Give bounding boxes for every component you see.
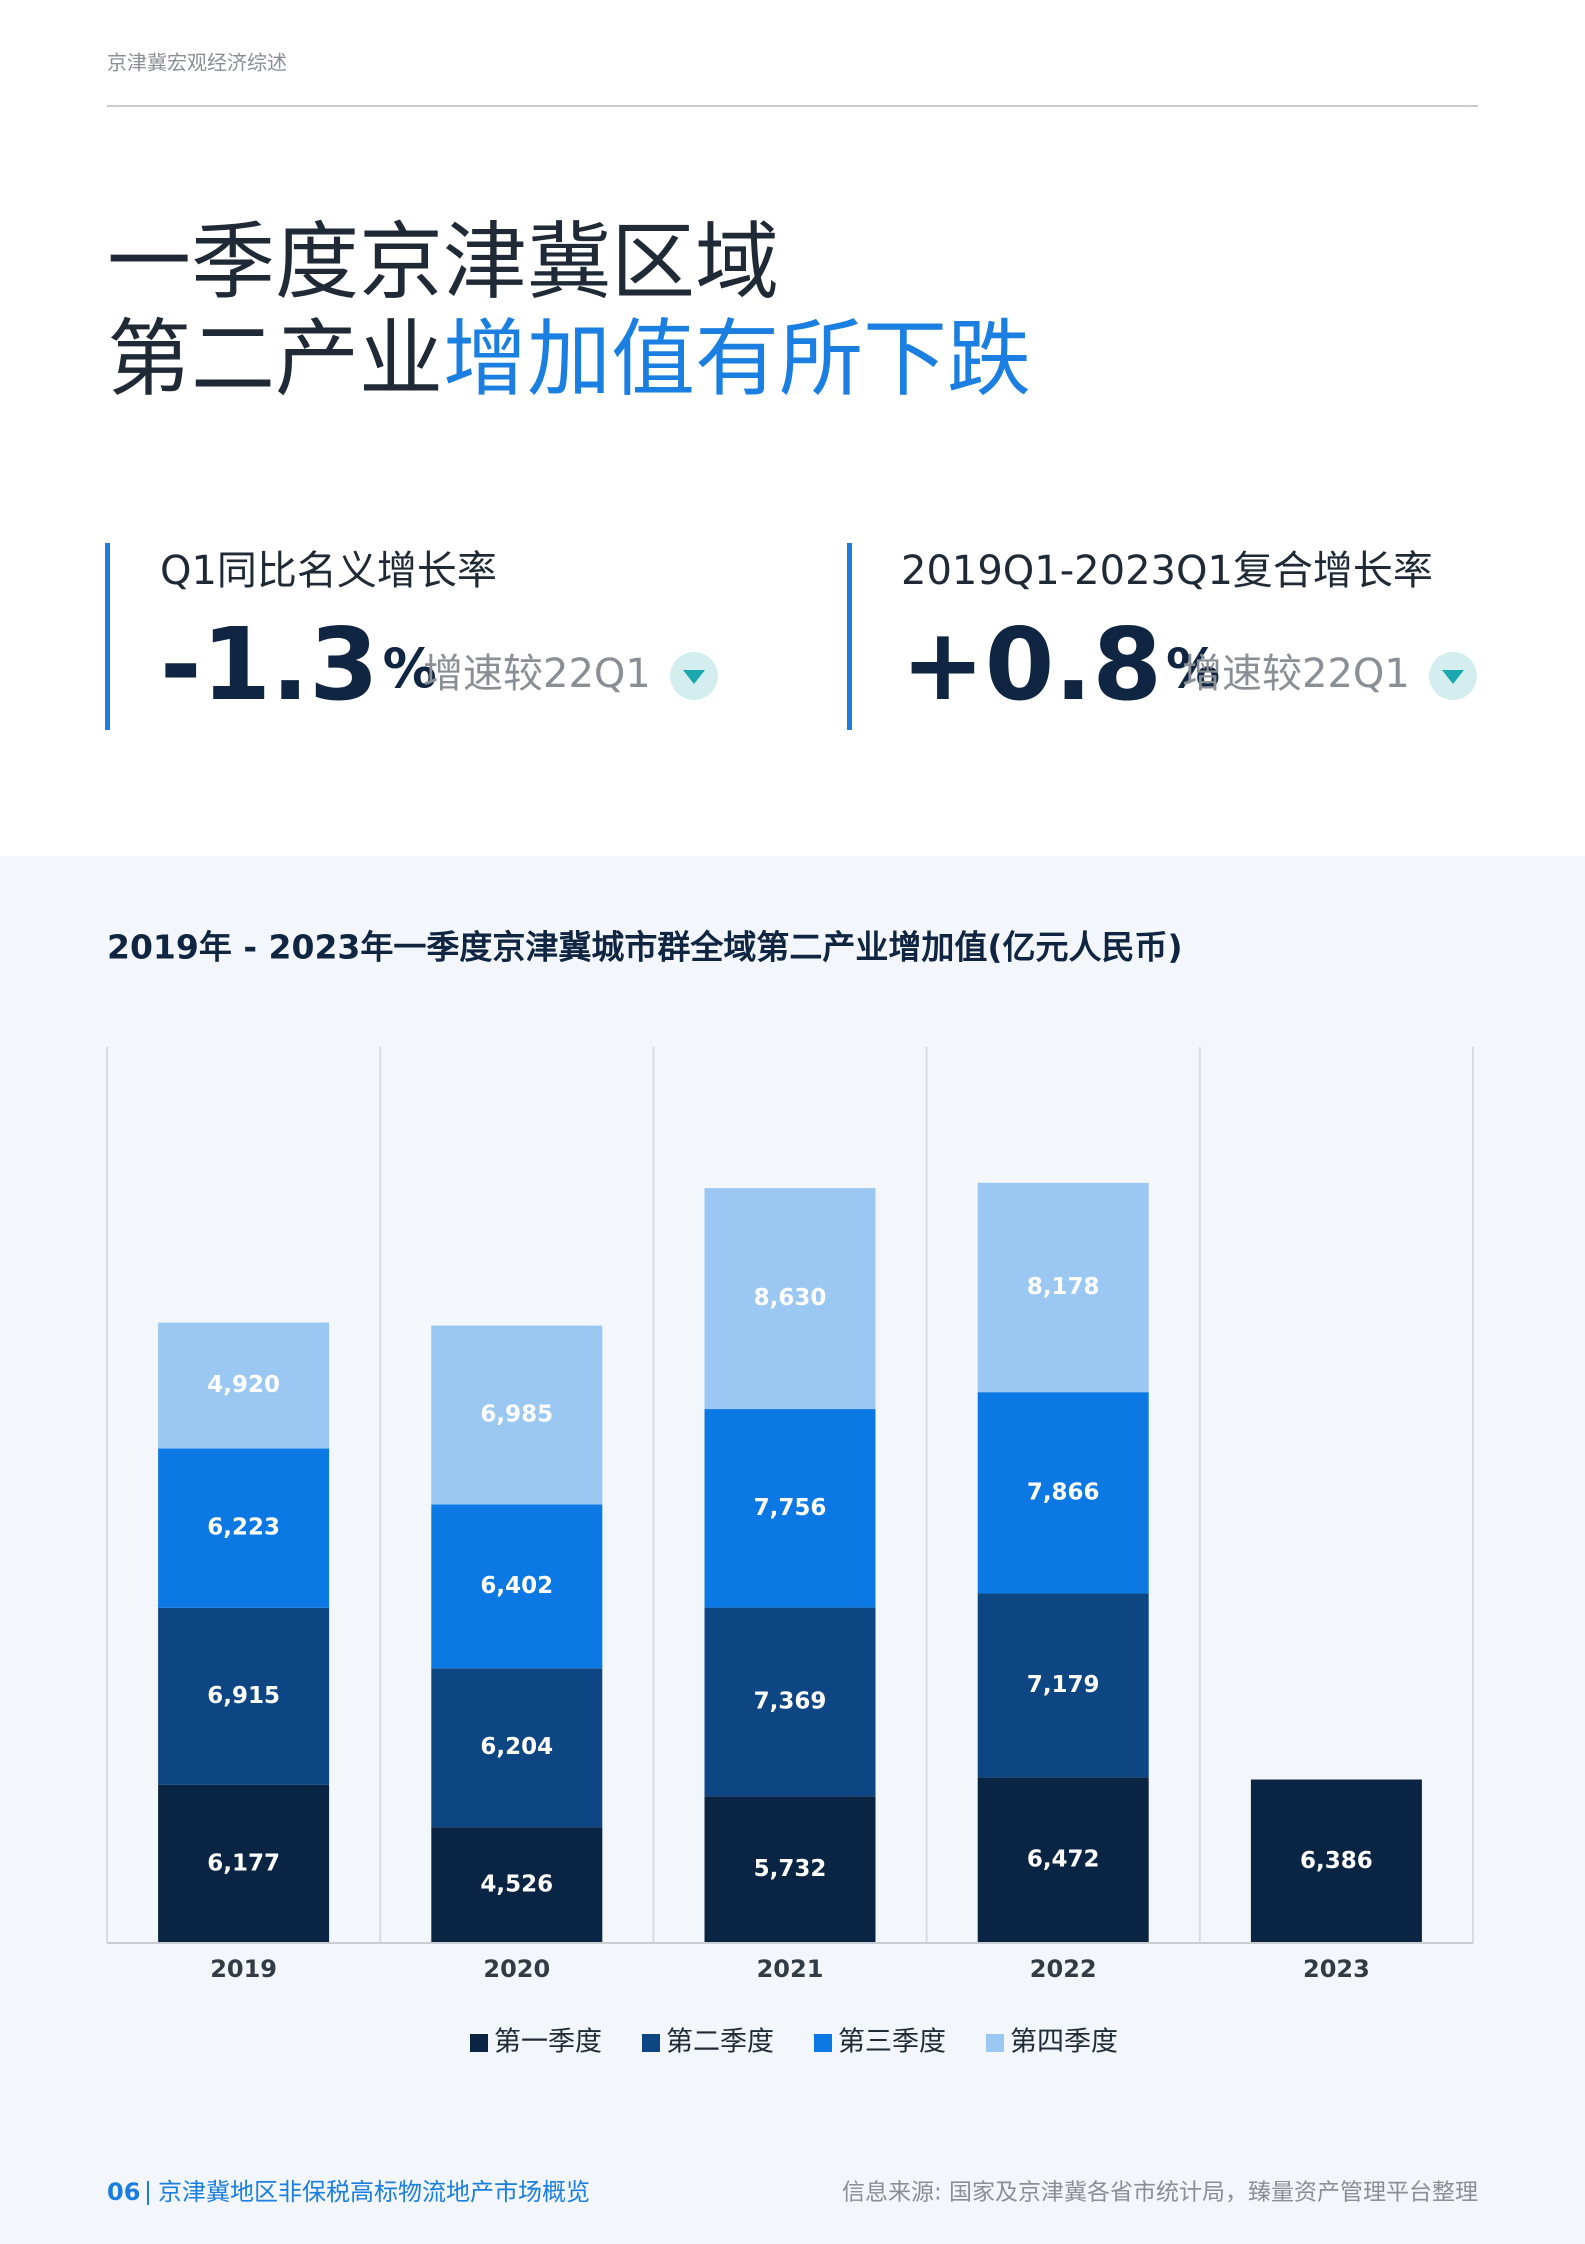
kpi-number: -1.3 <box>160 606 379 723</box>
data-label: 6,915 <box>207 1683 280 1709</box>
footer-source: 信息来源: 国家及京津冀各省市统计局，臻量资产管理平台整理 <box>842 2180 1478 2206</box>
footer-publication: 京津冀地区非保税高标物流地产市场概览 <box>158 2178 590 2206</box>
kpi-note: 增速较22Q1 <box>423 651 651 697</box>
data-label: 7,179 <box>1027 1672 1100 1698</box>
x-tick-label: 2019 <box>210 1955 277 1983</box>
kpi-number: +0.8 <box>901 606 1162 723</box>
chart: 6,177 6,915 6,223 4,920 2019 4,526 6,204 6,402 6… <box>106 1047 1474 2058</box>
x-tick-label: 2022 <box>1030 1955 1097 1983</box>
data-label: 6,204 <box>480 1734 553 1760</box>
kpi-label: 2019Q1-2023Q1复合增长率 <box>901 548 1433 594</box>
kpi-unit: % <box>1166 637 1220 700</box>
header-section: 京津冀宏观经济综述 <box>107 51 287 75</box>
bar-segment <box>704 1409 876 1608</box>
bar-segment <box>977 1593 1149 1778</box>
x-tick-label: 2021 <box>757 1955 824 1983</box>
bar-segment <box>977 1182 1149 1393</box>
title-line-1: 一季度京津冀区域 <box>107 213 779 311</box>
x-tick-label: 2023 <box>1303 1955 1370 1983</box>
bar-segment <box>431 1504 603 1669</box>
x-tick-label: 2020 <box>483 1955 550 1983</box>
kpi-note: 增速较22Q1 <box>1182 651 1410 697</box>
legend-label: 第四季度 <box>1010 2027 1118 2058</box>
legend-label: 第二季度 <box>666 2027 774 2058</box>
bar-segment <box>431 1325 603 1505</box>
kpi-value: -1.3% <box>160 606 437 723</box>
data-label: 8,630 <box>754 1285 827 1311</box>
title-line-2: 第二产业增加值有所下跌 <box>107 310 1031 408</box>
bar-segment <box>704 1188 876 1410</box>
legend-swatch <box>814 2034 832 2052</box>
title-plain: 第二产业 <box>107 310 443 408</box>
legend-label: 第一季度 <box>494 2027 602 2058</box>
down-icon <box>1442 670 1464 684</box>
kpi-value: +0.8% <box>901 606 1220 723</box>
data-label: 6,177 <box>207 1850 280 1876</box>
bar-segment <box>158 1607 330 1785</box>
bar-segment <box>977 1777 1149 1943</box>
data-label: 7,866 <box>1027 1479 1100 1505</box>
bar-segment <box>158 1784 330 1943</box>
kpi-unit: % <box>383 637 437 700</box>
kpi-accent <box>105 543 110 730</box>
legend-swatch <box>470 2034 488 2052</box>
data-label: 7,756 <box>754 1495 827 1521</box>
bar-segment <box>431 1827 603 1943</box>
chart-title: 2019年 - 2023年一季度京津冀城市群全域第二产业增加值(亿元人民币) <box>107 928 1183 967</box>
bar-segment <box>704 1796 876 1943</box>
bar-segment <box>158 1448 330 1608</box>
data-label: 6,223 <box>207 1515 280 1541</box>
data-label: 5,732 <box>754 1856 827 1882</box>
bar-segment <box>977 1392 1149 1594</box>
bar-segment <box>158 1322 330 1449</box>
data-label: 6,472 <box>1027 1847 1100 1873</box>
legend-swatch <box>642 2034 660 2052</box>
footer-page: 06 <box>107 2178 140 2206</box>
title-highlight: 增加值有所下跌 <box>443 310 1031 408</box>
bar-segment <box>704 1607 876 1797</box>
legend-swatch <box>986 2034 1004 2052</box>
bar-segment <box>1250 1779 1422 1943</box>
data-label: 4,920 <box>207 1372 280 1398</box>
kpi-accent <box>847 543 852 730</box>
legend-label: 第三季度 <box>838 2027 946 2058</box>
data-label: 6,985 <box>480 1402 553 1428</box>
down-icon <box>683 670 705 684</box>
data-label: 6,402 <box>480 1573 553 1599</box>
kpi-label: Q1同比名义增长率 <box>160 548 497 594</box>
data-label: 7,369 <box>754 1688 827 1714</box>
data-label: 4,526 <box>480 1872 553 1898</box>
data-label: 8,178 <box>1027 1274 1100 1300</box>
data-label: 6,386 <box>1300 1848 1373 1874</box>
bar-segment <box>431 1668 603 1828</box>
